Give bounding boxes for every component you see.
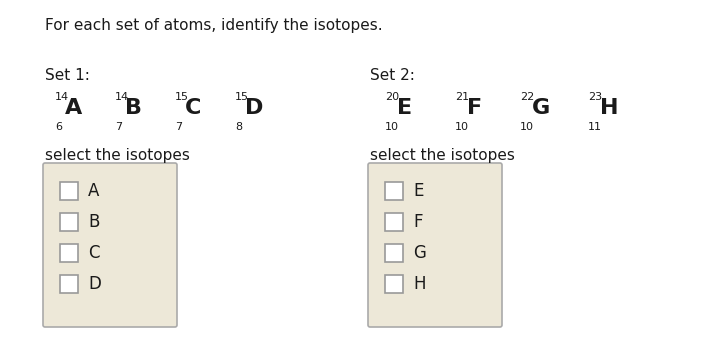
Text: B: B xyxy=(125,98,142,118)
Text: G: G xyxy=(413,244,426,262)
Text: E: E xyxy=(397,98,412,118)
Text: C: C xyxy=(185,98,201,118)
Text: H: H xyxy=(600,98,618,118)
Text: G: G xyxy=(532,98,550,118)
Text: 15: 15 xyxy=(235,92,249,102)
Text: D: D xyxy=(88,275,101,293)
Text: D: D xyxy=(245,98,263,118)
Text: 14: 14 xyxy=(55,92,69,102)
Bar xyxy=(60,182,78,200)
Text: B: B xyxy=(88,213,99,231)
Text: 15: 15 xyxy=(175,92,189,102)
Text: 7: 7 xyxy=(175,122,182,132)
Text: 8: 8 xyxy=(235,122,242,132)
Text: 20: 20 xyxy=(385,92,399,102)
Text: 6: 6 xyxy=(55,122,62,132)
Bar xyxy=(385,182,403,200)
Text: 14: 14 xyxy=(115,92,129,102)
Text: E: E xyxy=(413,182,423,200)
Text: 7: 7 xyxy=(115,122,122,132)
Text: 10: 10 xyxy=(455,122,469,132)
Text: F: F xyxy=(467,98,482,118)
Bar xyxy=(60,275,78,293)
Text: 11: 11 xyxy=(588,122,602,132)
Bar xyxy=(60,213,78,231)
Bar xyxy=(385,244,403,262)
Text: A: A xyxy=(65,98,82,118)
Text: Set 1:: Set 1: xyxy=(45,68,90,83)
Text: A: A xyxy=(88,182,99,200)
Text: C: C xyxy=(88,244,99,262)
Text: F: F xyxy=(413,213,423,231)
Text: 23: 23 xyxy=(588,92,602,102)
Text: select the isotopes: select the isotopes xyxy=(370,148,515,163)
Bar xyxy=(385,275,403,293)
FancyBboxPatch shape xyxy=(43,163,177,327)
Bar xyxy=(60,244,78,262)
Text: 22: 22 xyxy=(520,92,535,102)
Text: 21: 21 xyxy=(455,92,469,102)
Text: Set 2:: Set 2: xyxy=(370,68,415,83)
FancyBboxPatch shape xyxy=(368,163,502,327)
Text: For each set of atoms, identify the isotopes.: For each set of atoms, identify the isot… xyxy=(45,18,383,33)
Text: 10: 10 xyxy=(385,122,399,132)
Text: H: H xyxy=(413,275,425,293)
Text: select the isotopes: select the isotopes xyxy=(45,148,190,163)
Text: 10: 10 xyxy=(520,122,534,132)
Bar xyxy=(385,213,403,231)
